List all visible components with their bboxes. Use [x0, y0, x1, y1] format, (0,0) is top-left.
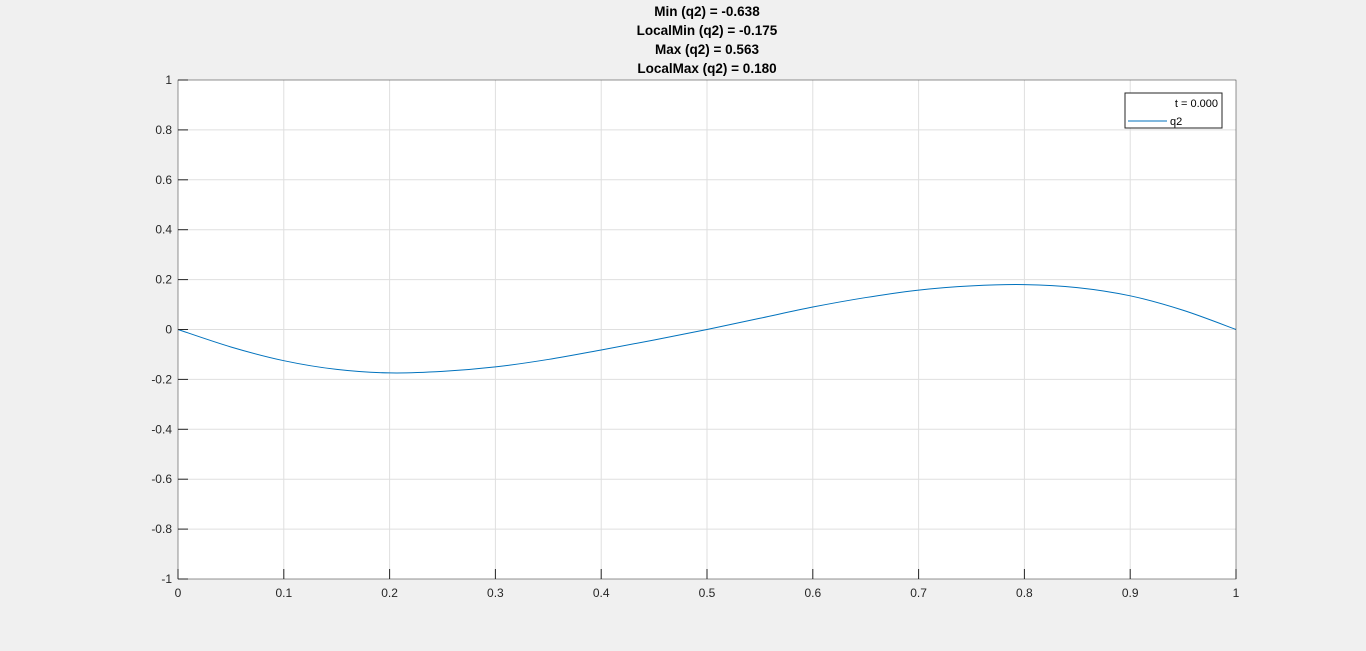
legend-box	[1124, 92, 1223, 129]
y-tick-label: -0.6	[151, 472, 172, 486]
x-tick-label: 0.2	[381, 586, 398, 600]
grid-lines	[178, 80, 1236, 579]
x-tick-labels: 0 0.1 0.2 0.3 0.4 0.5 0.6 0.7 0.8 0.9 1	[175, 586, 1240, 600]
y-tick-labels: -1 -0.8 -0.6 -0.4 -0.2 0 0.2 0.4 0.6 0.8 1	[151, 73, 172, 586]
x-tick-label: 0.6	[804, 586, 821, 600]
title-line-max: Max (q2) = 0.563	[655, 42, 759, 57]
y-tick-label: -1	[161, 572, 172, 586]
x-tick-label: 0.9	[1122, 586, 1139, 600]
y-tick-label: 0.8	[155, 123, 172, 137]
legend-entry-q2: q2	[1170, 116, 1182, 128]
series-layer	[177, 284, 1237, 374]
x-tick-label: 0.1	[275, 586, 292, 600]
y-tick-label: 1	[165, 73, 172, 87]
tick-marks	[177, 79, 1237, 580]
x-tick-label: 0.7	[910, 586, 927, 600]
x-tick-label: 0.3	[487, 586, 504, 600]
x-tick-label: 0.5	[699, 586, 716, 600]
y-tick-label: 0.2	[155, 273, 172, 287]
x-tick-label: 0.4	[593, 586, 610, 600]
title-line-localmin: LocalMin (q2) = -0.175	[636, 23, 778, 38]
y-tick-label: -0.2	[151, 372, 172, 386]
x-tick-label: 1	[1233, 586, 1240, 600]
y-tick-label: 0.6	[155, 173, 172, 187]
y-tick-label: 0	[165, 323, 172, 337]
chart-title: Min (q2) = -0.638 LocalMin (q2) = -0.175…	[178, 2, 1236, 78]
x-tick-label: 0	[175, 586, 182, 600]
title-line-localmax: LocalMax (q2) = 0.180	[637, 61, 777, 76]
series-line-q2	[177, 284, 1237, 374]
legend[interactable]: t = 0.000 q2	[1124, 92, 1223, 129]
x-tick-label: 0.8	[1016, 586, 1033, 600]
legend-header: t = 0.000	[1175, 98, 1218, 110]
y-tick-label: -0.4	[151, 422, 172, 436]
y-tick-label: 0.4	[155, 223, 172, 237]
title-line-min: Min (q2) = -0.638	[654, 4, 760, 19]
y-tick-label: -0.8	[151, 522, 172, 536]
